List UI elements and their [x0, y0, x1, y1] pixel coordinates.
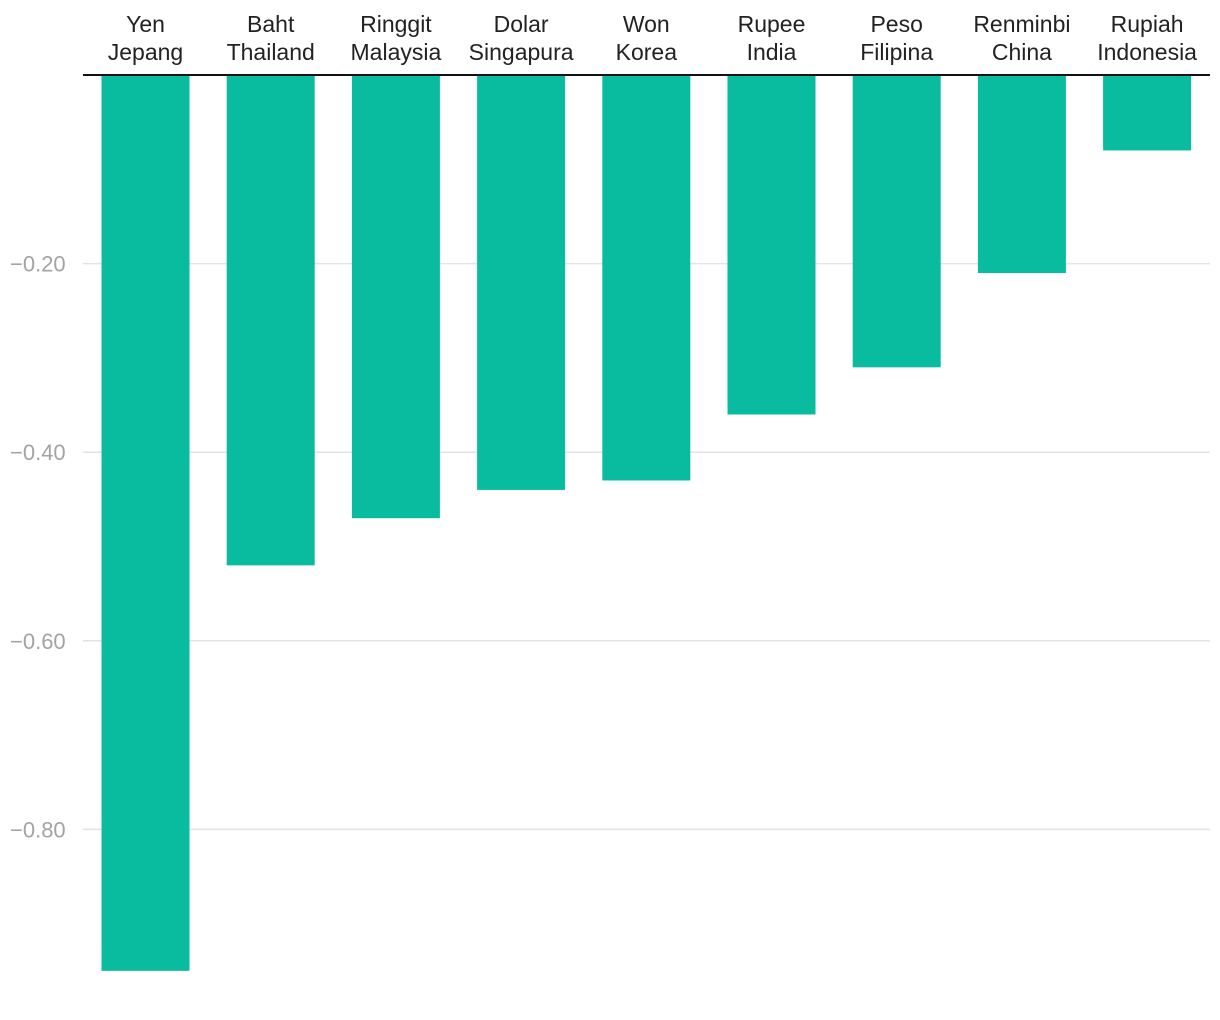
- bar: [226, 75, 315, 566]
- bar: [101, 75, 190, 971]
- category-label-line: Peso: [870, 11, 922, 37]
- category-label-line: China: [992, 39, 1052, 65]
- y-tick-label: −0.60: [10, 629, 66, 654]
- category-label-line: Korea: [616, 39, 678, 65]
- category-label-line: India: [747, 39, 797, 65]
- y-axis-ticks: −0.20 −0.40 −0.60 −0.80: [10, 252, 66, 843]
- bar: [602, 75, 691, 481]
- bar: [977, 75, 1066, 274]
- category-label-line: Thailand: [227, 39, 315, 65]
- category-label-line: Malaysia: [351, 39, 442, 65]
- category-label: Won Korea: [616, 11, 678, 65]
- y-tick-label: −0.80: [10, 817, 66, 842]
- bar: [351, 75, 440, 519]
- category-label-line: Baht: [247, 11, 295, 37]
- bar: [727, 75, 816, 415]
- category-label-line: Dolar: [494, 11, 549, 37]
- y-tick-label: −0.40: [10, 440, 66, 465]
- category-label: Peso Filipina: [860, 11, 933, 65]
- category-label-line: Jepang: [108, 39, 183, 65]
- bar: [852, 75, 941, 368]
- bar: [1103, 75, 1192, 151]
- category-label-line: Singapura: [469, 39, 574, 65]
- category-label-line: Won: [623, 11, 670, 37]
- bar: [477, 75, 566, 490]
- category-label: Ringgit Malaysia: [351, 11, 442, 65]
- category-label: Dolar Singapura: [469, 11, 574, 65]
- category-label-line: Ringgit: [360, 11, 432, 37]
- bars: [101, 75, 1192, 971]
- category-labels: Yen Jepang Baht Thailand Ringgit Malaysia Dola…: [108, 11, 1197, 65]
- category-label: Renminbi China: [973, 11, 1070, 65]
- category-label: Yen Jepang: [108, 11, 183, 65]
- category-label: Rupiah Indonesia: [1097, 11, 1197, 65]
- category-label: Baht Thailand: [227, 11, 315, 65]
- category-label-line: Yen: [126, 11, 165, 37]
- category-label-line: Rupiah: [1111, 11, 1184, 37]
- category-label-line: Indonesia: [1097, 39, 1197, 65]
- y-tick-label: −0.20: [10, 252, 66, 277]
- category-label-line: Renminbi: [973, 11, 1070, 37]
- category-label-line: Rupee: [738, 11, 806, 37]
- category-label: Rupee India: [738, 11, 806, 65]
- category-label-line: Filipina: [860, 39, 933, 65]
